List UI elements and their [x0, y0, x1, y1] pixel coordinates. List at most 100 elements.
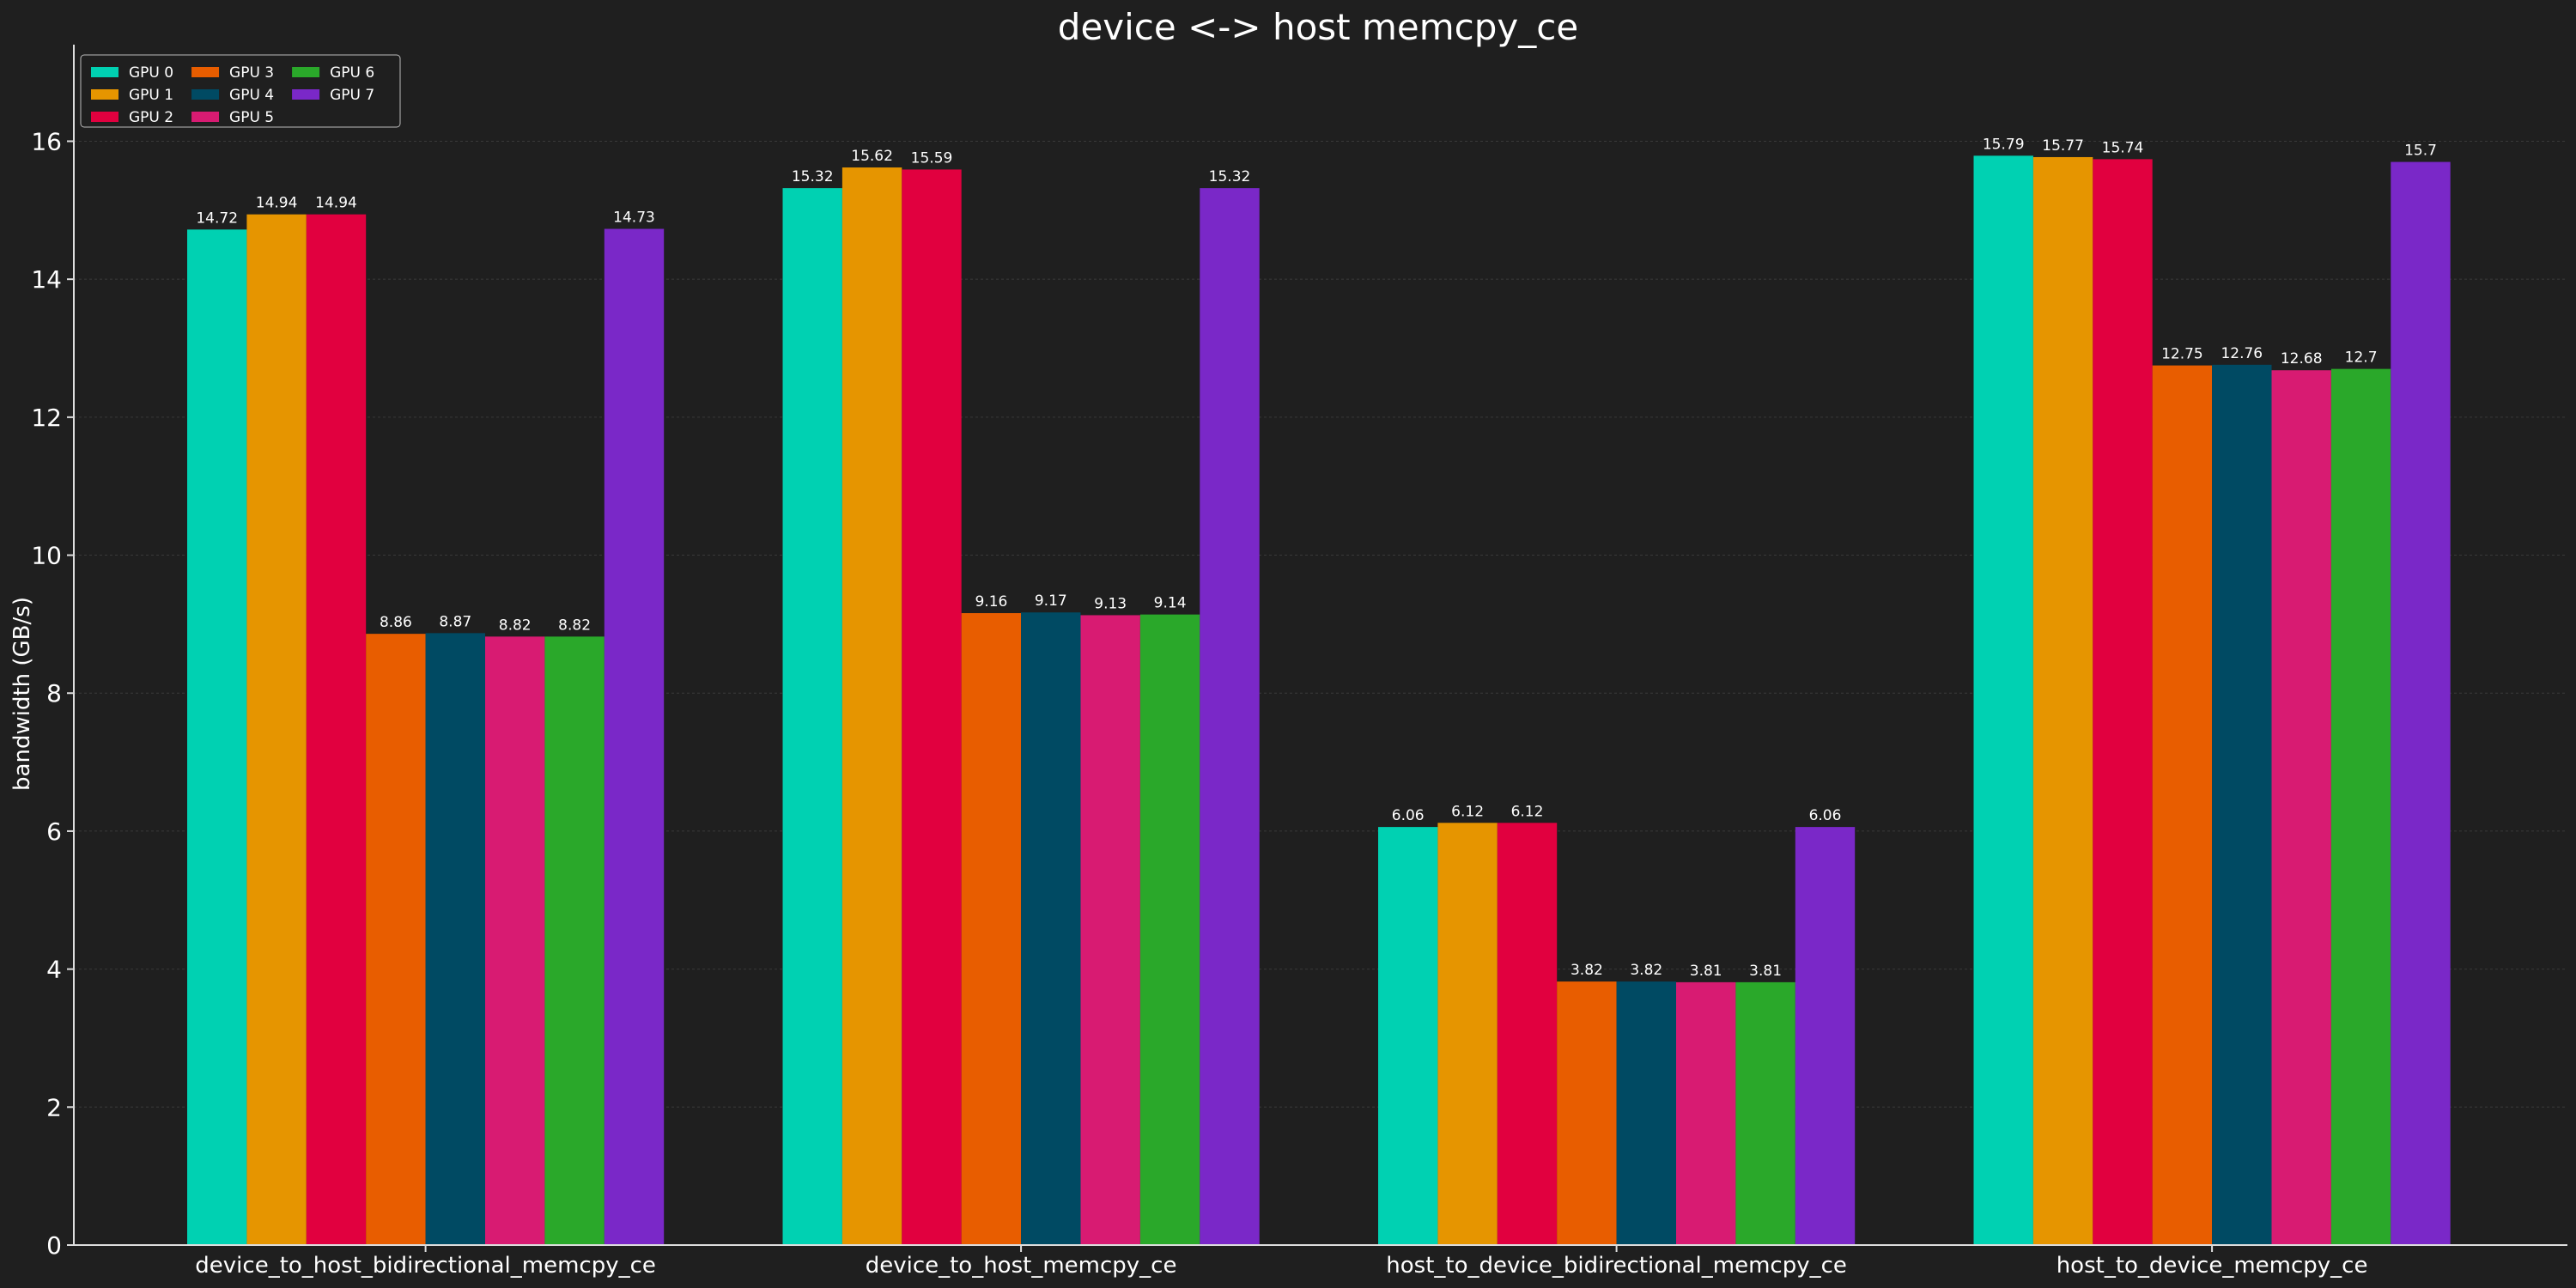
legend: GPU 0 GPU 1 GPU 2 GPU 3 GPU 4 GPU 5 GPU 6 GPU 7: [80, 54, 401, 128]
legend-frame: [80, 54, 401, 128]
data-label: 15.77: [2042, 137, 2084, 155]
data-label: 12.7: [2345, 349, 2378, 367]
data-label: 6.06: [1392, 807, 1425, 824]
data-label: 3.81: [1690, 963, 1722, 980]
data-label: 15.74: [2102, 139, 2144, 156]
data-label: 6.12: [1451, 803, 1484, 820]
bar: [1021, 612, 1081, 1245]
bar: [2271, 370, 2331, 1245]
bar: [2330, 368, 2391, 1245]
bar: [425, 633, 485, 1245]
legend-swatch: [91, 112, 118, 122]
y-tick-label: 12: [31, 404, 62, 432]
y-tick-label: 4: [46, 956, 62, 984]
data-label: 6.12: [1511, 803, 1544, 820]
y-tick-label: 2: [46, 1093, 62, 1121]
data-label: 3.82: [1571, 962, 1603, 979]
data-label: 12.68: [2281, 350, 2323, 368]
data-label: 15.59: [911, 149, 953, 167]
legend-swatch: [191, 112, 220, 122]
data-label: 8.82: [558, 617, 591, 634]
bars: [187, 155, 2451, 1246]
bar: [1437, 823, 1498, 1245]
bar: [961, 613, 1022, 1245]
data-label: 14.94: [315, 195, 357, 212]
bar: [544, 636, 605, 1245]
axes: 0 2 4 6 8 10 12 14 16 device_to_host_bidirectiona…: [31, 45, 2567, 1279]
data-label: 15.62: [851, 148, 893, 165]
legend-label: GPU 7: [330, 87, 374, 104]
data-label: 9.13: [1094, 595, 1127, 612]
y-tick-label: 8: [46, 679, 62, 708]
legend-label: GPU 3: [229, 64, 274, 82]
data-labels: 14.72 14.94 14.94 8.86 8.87 8.82 8.82 14.73 15.3…: [196, 136, 2437, 980]
data-label: 15.32: [792, 168, 834, 185]
legend-swatch: [191, 89, 220, 100]
data-label: 8.87: [439, 613, 471, 630]
legend-label: GPU 6: [330, 64, 374, 82]
data-label: 9.16: [975, 593, 1007, 611]
data-label: 14.73: [613, 210, 655, 227]
data-label: 3.81: [1749, 963, 1782, 980]
bar: [1616, 981, 1676, 1245]
bar: [306, 214, 367, 1245]
data-label: 15.32: [1209, 168, 1251, 185]
y-axis-label: bandwidth (GB/s): [9, 597, 35, 791]
bar: [1139, 614, 1200, 1245]
bar: [1497, 823, 1558, 1245]
legend-label: GPU 5: [229, 109, 274, 126]
legend-label: GPU 4: [229, 87, 274, 104]
bar: [1378, 827, 1438, 1245]
legend-label: GPU 2: [129, 109, 173, 126]
legend-swatch: [292, 67, 320, 77]
data-label: 8.86: [380, 614, 412, 631]
x-tick-label: host_to_device_bidirectional_memcpy_ce: [1386, 1253, 1847, 1279]
data-label: 9.14: [1154, 595, 1187, 612]
x-tick-label: device_to_host_memcpy_ce: [866, 1253, 1177, 1279]
data-label: 15.79: [1983, 136, 2025, 153]
bar: [2391, 161, 2451, 1246]
x-tick-label: host_to_device_memcpy_ce: [2057, 1253, 2368, 1279]
legend-swatch: [191, 67, 220, 77]
y-tick-label: 0: [46, 1231, 62, 1260]
y-tick-label: 10: [31, 542, 62, 570]
y-tick-label: 14: [31, 265, 62, 294]
bar: [187, 229, 247, 1246]
legend-swatch: [292, 89, 320, 100]
y-tick-label: 6: [46, 817, 62, 846]
bar: [2032, 156, 2093, 1246]
data-label: 8.82: [499, 617, 532, 634]
data-label: 3.82: [1630, 962, 1662, 979]
bar: [246, 214, 307, 1245]
bar: [1080, 615, 1140, 1245]
bar: [366, 634, 426, 1245]
chart-title: device <-> host memcpy_ce: [1058, 6, 1578, 48]
data-label: 12.76: [2221, 345, 2263, 362]
bar: [485, 636, 545, 1245]
y-tick-label: 16: [31, 127, 62, 155]
legend-swatch: [91, 89, 118, 100]
legend-label: GPU 0: [129, 64, 173, 82]
bar: [841, 167, 902, 1245]
bar: [1735, 981, 1795, 1245]
bar: [604, 228, 665, 1245]
bar: [2212, 364, 2272, 1245]
bar: [1557, 981, 1617, 1245]
bar: [1973, 155, 2033, 1245]
bar: [2093, 159, 2153, 1245]
data-label: 12.75: [2161, 346, 2203, 363]
legend-swatch: [91, 67, 118, 77]
bar: [902, 169, 962, 1246]
x-tick-label: device_to_host_bidirectional_memcpy_ce: [195, 1253, 656, 1279]
bar: [1795, 827, 1856, 1245]
bar: [2152, 365, 2213, 1245]
bar: [782, 188, 842, 1246]
legend-label: GPU 1: [129, 87, 173, 104]
data-label: 14.72: [196, 210, 238, 227]
data-label: 6.06: [1809, 807, 1842, 824]
data-label: 15.7: [2404, 143, 2437, 160]
bar: [1200, 188, 1260, 1246]
data-label: 9.17: [1035, 592, 1067, 610]
bar: [1676, 981, 1736, 1245]
